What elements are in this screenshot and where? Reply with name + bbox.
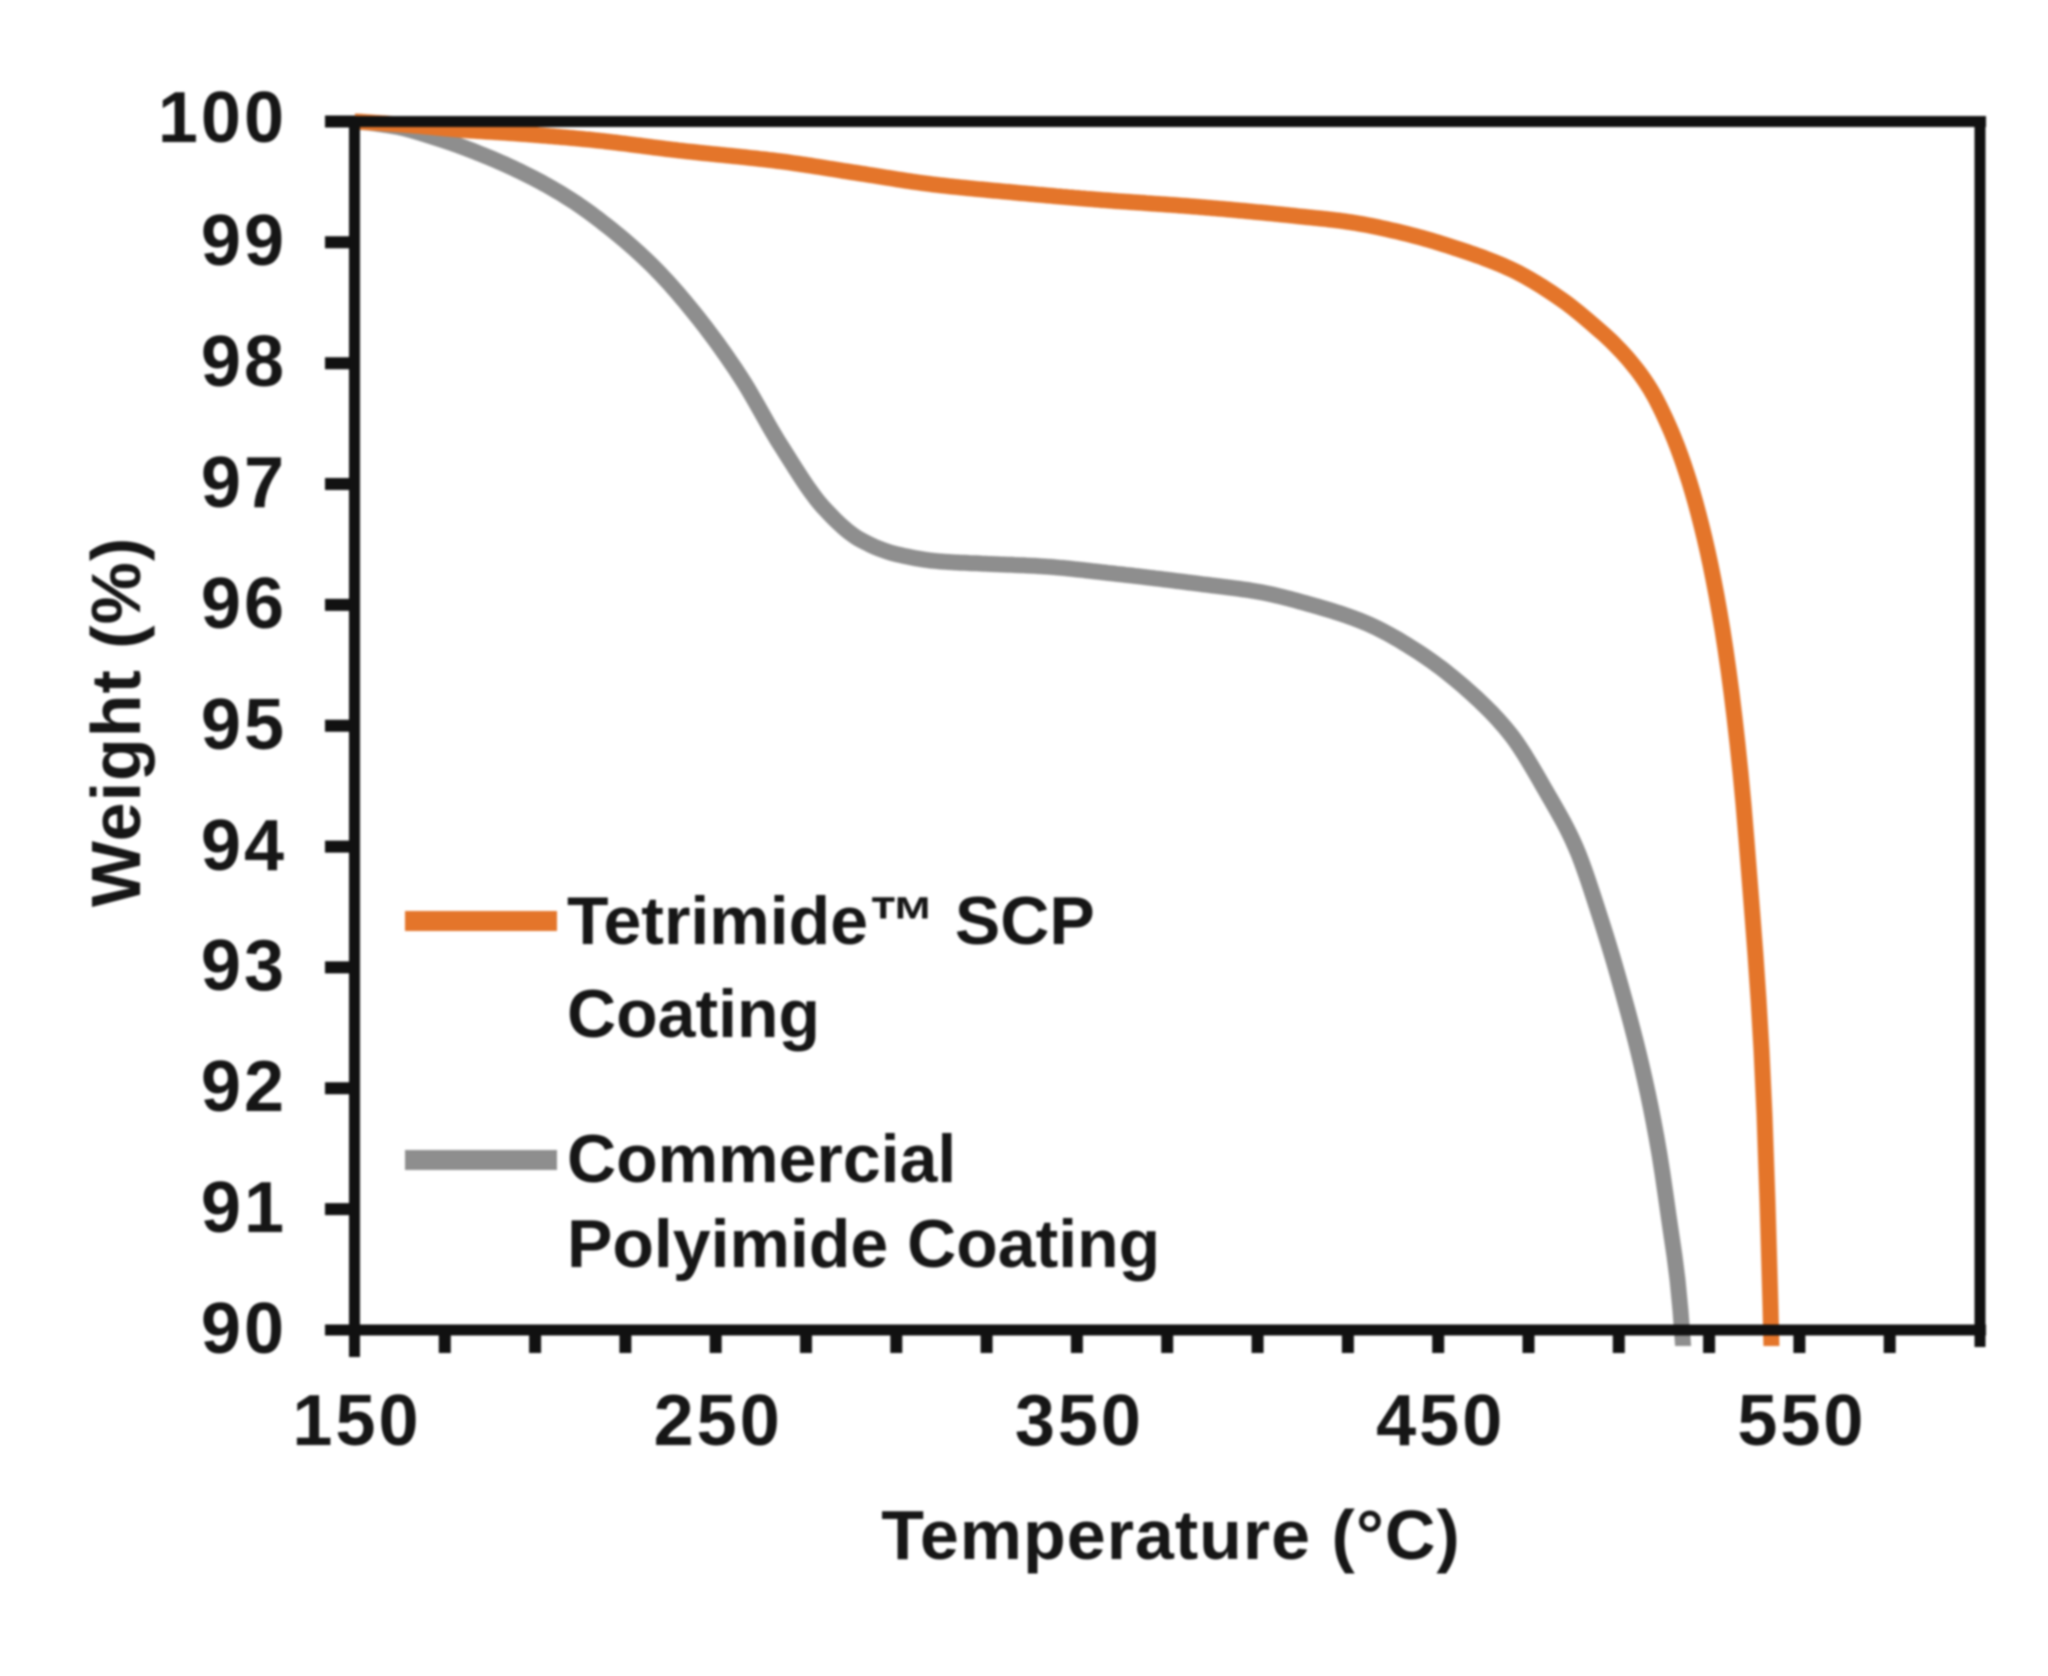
svg-text:91: 91 xyxy=(201,1168,287,1248)
svg-text:250: 250 xyxy=(654,1381,783,1461)
svg-text:Weight (%): Weight (%) xyxy=(77,537,155,907)
svg-text:92: 92 xyxy=(201,1047,287,1127)
svg-text:Coating: Coating xyxy=(567,976,820,1052)
svg-text:350: 350 xyxy=(1015,1381,1144,1461)
svg-text:150: 150 xyxy=(292,1381,421,1461)
svg-text:99: 99 xyxy=(201,201,287,281)
svg-text:Polyimide Coating: Polyimide Coating xyxy=(567,1206,1160,1282)
svg-text:Commercial: Commercial xyxy=(567,1121,956,1197)
svg-text:Tetrimide™ SCP: Tetrimide™ SCP xyxy=(567,883,1095,959)
svg-text:450: 450 xyxy=(1376,1381,1505,1461)
svg-text:97: 97 xyxy=(201,443,287,523)
svg-text:94: 94 xyxy=(201,806,287,886)
svg-text:Temperature (°C): Temperature (°C) xyxy=(881,1496,1460,1574)
svg-text:93: 93 xyxy=(201,926,287,1006)
svg-text:90: 90 xyxy=(201,1289,287,1369)
svg-text:95: 95 xyxy=(201,685,287,765)
svg-text:100: 100 xyxy=(158,78,287,158)
svg-text:96: 96 xyxy=(201,564,287,644)
svg-text:98: 98 xyxy=(201,322,287,402)
svg-text:550: 550 xyxy=(1737,1381,1866,1461)
